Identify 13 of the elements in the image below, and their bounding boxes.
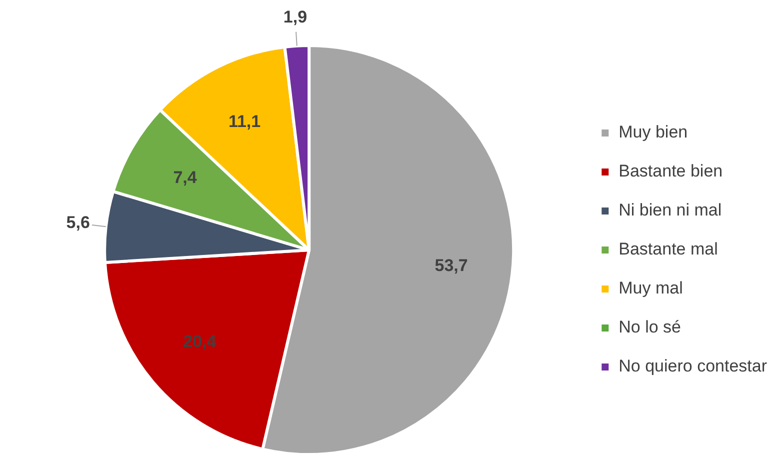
data-label: 7,4 bbox=[173, 168, 198, 188]
data-label: 20,4 bbox=[183, 332, 217, 352]
data-label: 11,1 bbox=[228, 112, 261, 131]
legend-label: No quiero contestar bbox=[618, 356, 768, 376]
legend-label: Ni bien ni mal bbox=[618, 200, 722, 220]
data-label: 5,6 bbox=[66, 213, 90, 232]
legend-label: Bastante bien bbox=[618, 162, 723, 181]
legend-label: Muy bien bbox=[618, 122, 688, 142]
legend-label: Bastante mal bbox=[618, 240, 718, 259]
legend-label: Muy mal bbox=[618, 278, 683, 298]
data-label: 1,9 bbox=[283, 8, 308, 27]
legend-label: No lo sé bbox=[618, 318, 682, 337]
data-label: 53,7 bbox=[434, 256, 468, 276]
